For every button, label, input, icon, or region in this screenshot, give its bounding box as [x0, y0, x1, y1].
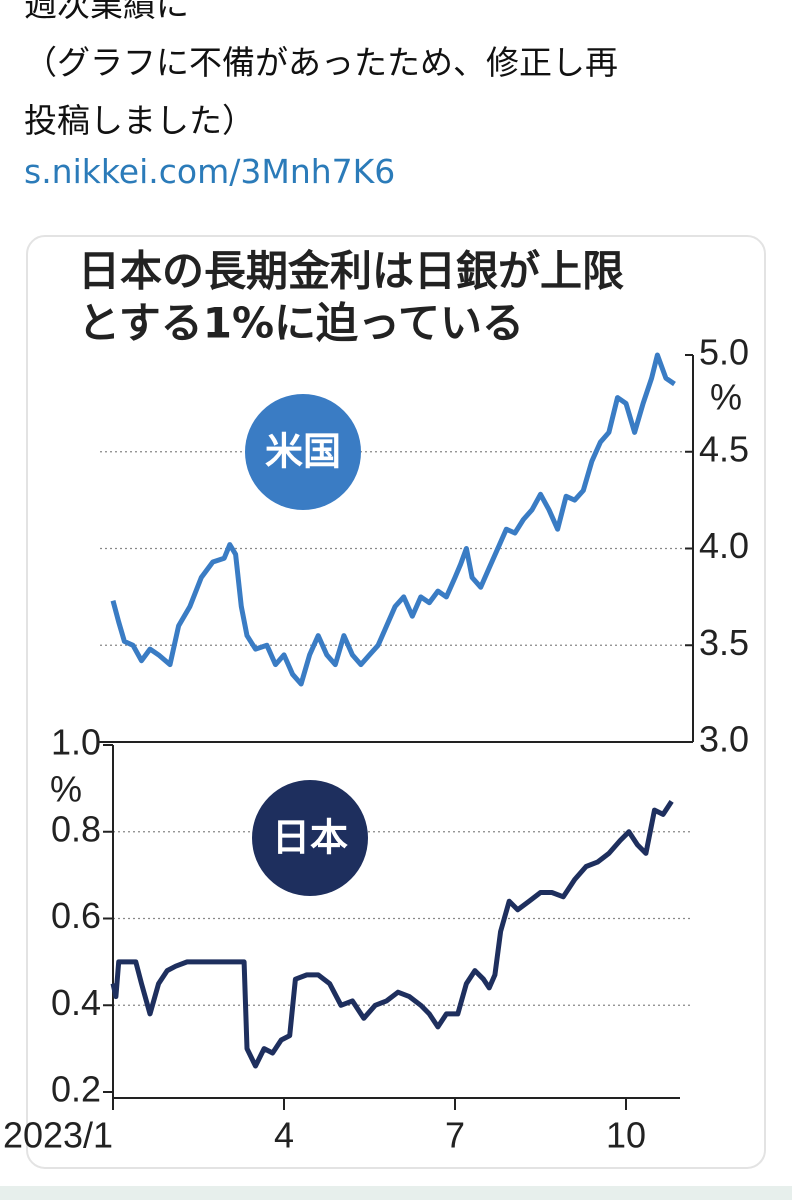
line-series	[110, 352, 676, 687]
legend-badge	[245, 394, 361, 510]
x-tick-label: 10	[606, 1115, 646, 1156]
y-tick-label: 4.0	[699, 525, 749, 566]
tweet-text: 週次業績に	[24, 0, 189, 24]
tweet-text: （グラフに不備があったため、修正し再	[24, 43, 618, 82]
tweet-link[interactable]: s.nikkei.com/3Mnh7K6	[24, 152, 396, 191]
legend-label: 日本	[272, 816, 348, 860]
line-series	[110, 800, 674, 1069]
y-tick-label: 0.8	[51, 808, 101, 849]
chart-title: とする1%に迫っている	[78, 299, 524, 348]
y-tick-label: 5.0	[699, 332, 749, 373]
y-tick-label: 3.5	[699, 622, 749, 663]
footer-bar	[0, 1186, 792, 1200]
card	[26, 235, 766, 1169]
legend-badge	[252, 780, 368, 896]
chart-title: 日本の長期金利は日銀が上限	[78, 247, 624, 296]
legend-label: 米国	[265, 430, 341, 474]
tweet-text: 投稿しました）	[24, 101, 255, 140]
x-tick-label: 4	[274, 1115, 294, 1156]
x-tick-label: 7	[445, 1115, 465, 1156]
y-tick-label: 4.5	[699, 428, 749, 469]
y-tick-label: 0.6	[51, 895, 101, 936]
y-tick-label: 3.0	[699, 719, 749, 760]
unit-label: %	[50, 769, 82, 810]
y-tick-label: 0.2	[51, 1069, 101, 1110]
y-tick-label: 1.0	[51, 722, 101, 763]
y-tick-label: 0.4	[51, 982, 101, 1023]
x-tick-label: 2023/1	[3, 1115, 113, 1156]
unit-label: %	[710, 377, 742, 418]
